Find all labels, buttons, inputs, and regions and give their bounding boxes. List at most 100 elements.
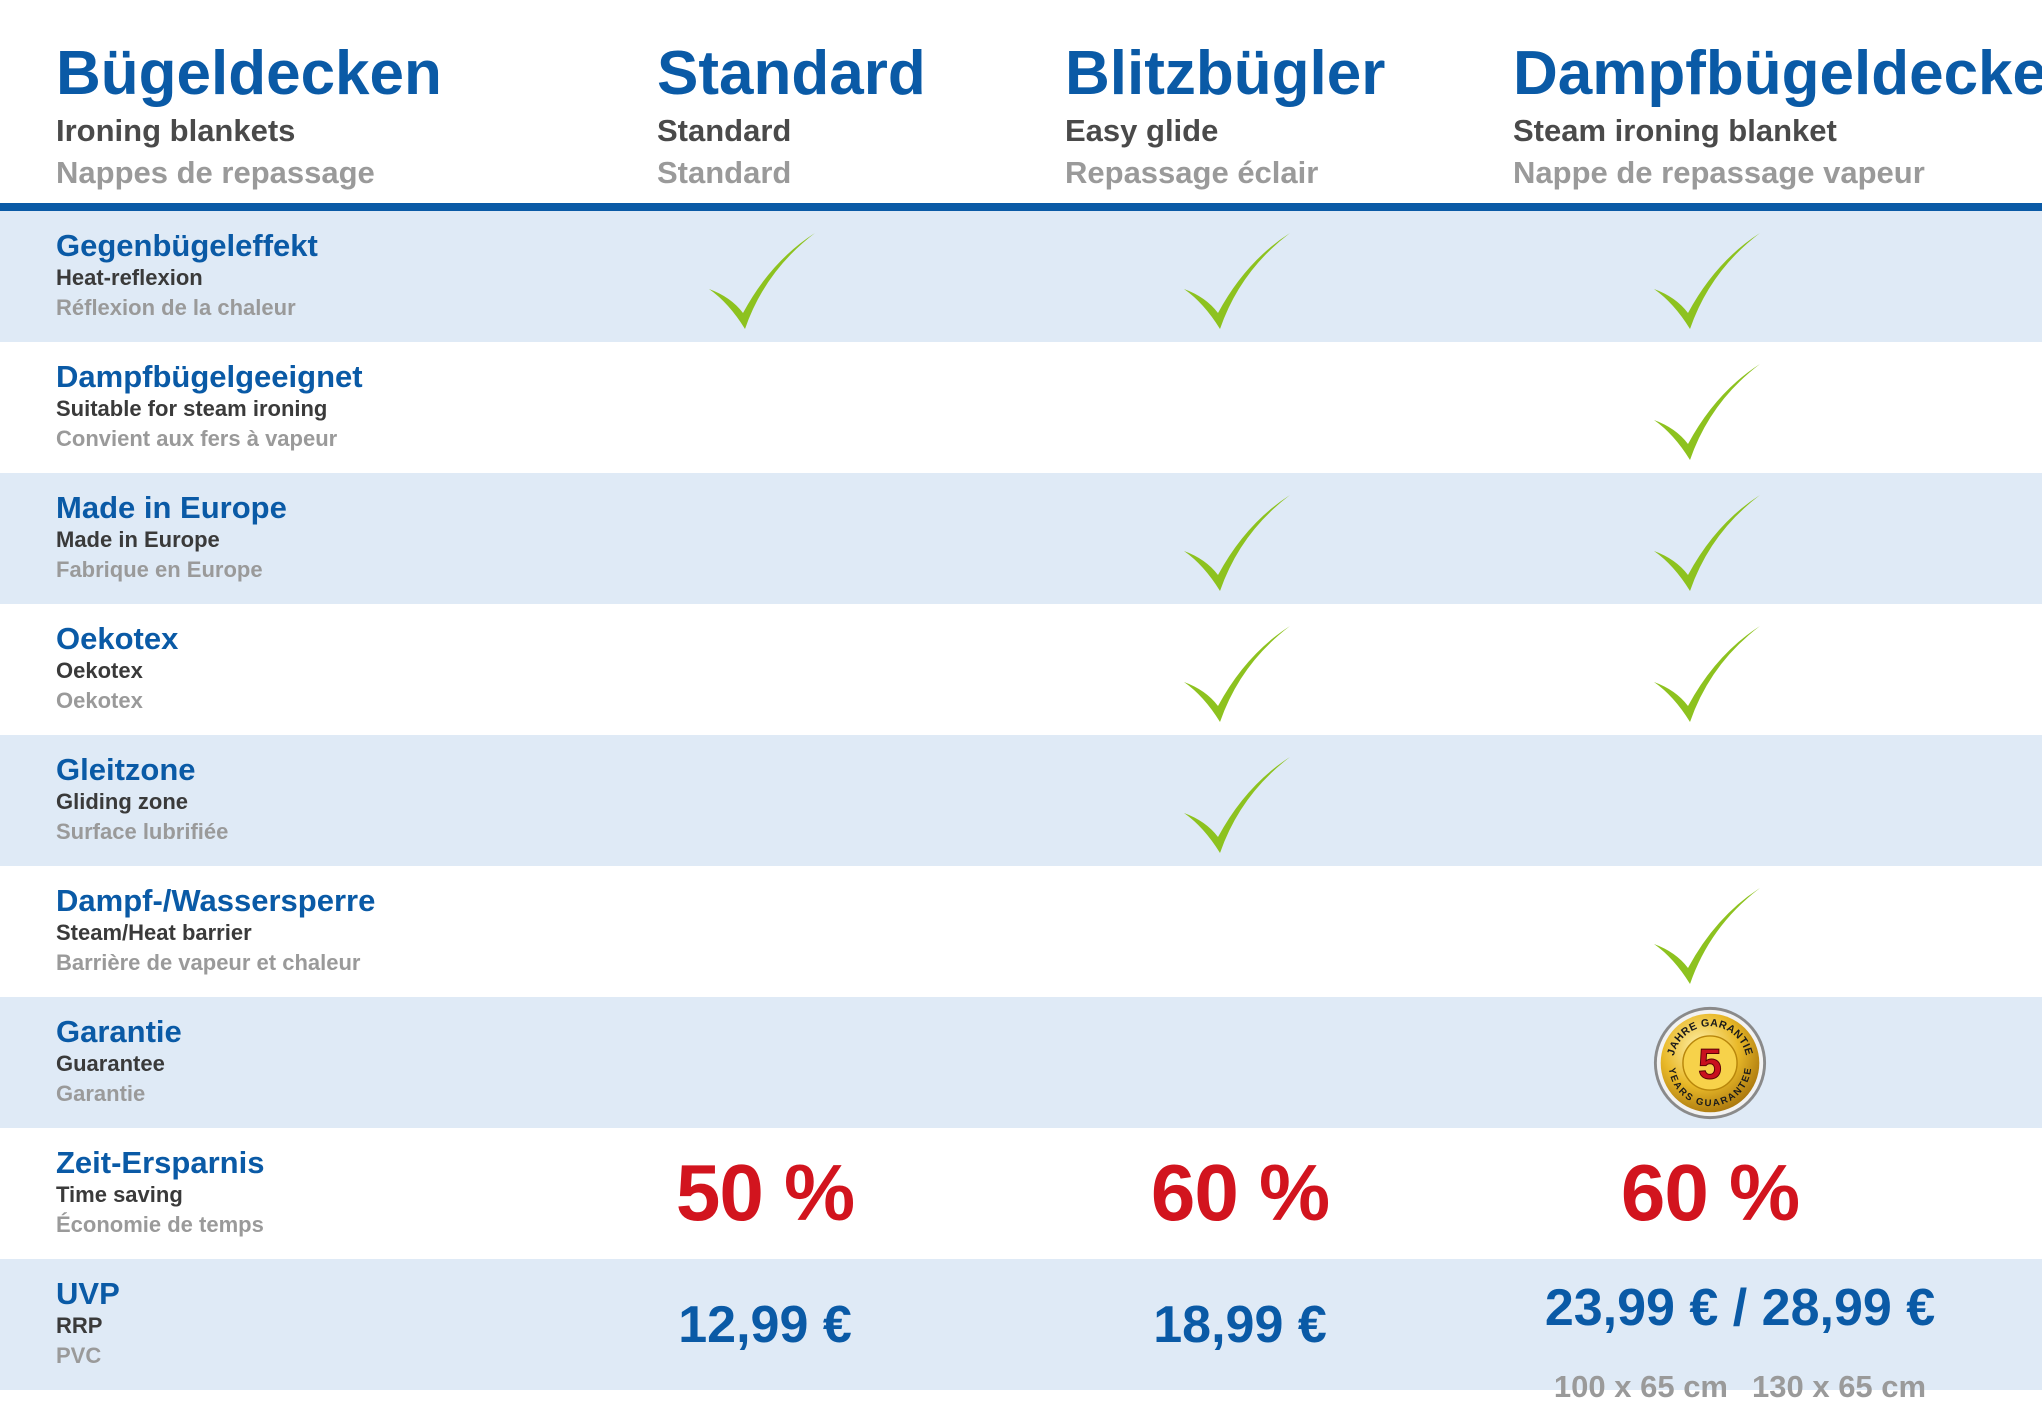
row-label-de: Dampfbügelgeeignet: [56, 359, 363, 394]
cell-dampfbuegeldecke: 23,99 € / 28,99 € 100 x 65 cm 130 x 65 cm: [1545, 1259, 1935, 1404]
cell-standard: [615, 473, 915, 604]
cell-dampfbuegeldecke: 60 %: [1560, 1128, 1860, 1259]
category-title-fr: Nappes de repassage: [56, 155, 375, 190]
price-value: 18,99 €: [1153, 1296, 1327, 1354]
cell-blitzbuegler: 18,99 €: [1090, 1259, 1390, 1390]
row-label-en: Oekotex: [56, 658, 143, 683]
check-icon: [1654, 495, 1760, 591]
product-name-de: Blitzbügler: [1065, 39, 1386, 108]
row-label-fr: PVC: [56, 1343, 102, 1368]
row-label-en: Guarantee: [56, 1051, 165, 1076]
row-label-en: Made in Europe: [56, 527, 220, 552]
cell-blitzbuegler: [1090, 604, 1390, 735]
row-label-fr: Oekotex: [56, 688, 143, 713]
cell-blitzbuegler: [1090, 473, 1390, 604]
cell-standard: [615, 211, 915, 342]
cell-dampfbuegeldecke: [1560, 604, 1860, 735]
row-price: UVP RRP PVC 12,99 € 18,99 € 23,99 € / 28…: [0, 1259, 2042, 1404]
check-icon: [1184, 233, 1290, 329]
product-name-fr: Standard: [657, 155, 792, 190]
cell-blitzbuegler: [1090, 735, 1390, 866]
cell-dampfbuegeldecke: JAHRE GARANTIE YEARS GUARANTEE 5: [1560, 997, 1860, 1128]
product-name-en: Standard: [657, 113, 792, 148]
row-time-saving: Zeit-Ersparnis Time saving Économie de t…: [0, 1128, 2042, 1259]
row-label-fr: Barrière de vapeur et chaleur: [56, 950, 361, 975]
header-product-dampfbuegeldecke: Dampfbügeldecke Steam ironing blanket Na…: [1513, 38, 2042, 194]
row-label-fr: Réflexion de la chaleur: [56, 295, 296, 320]
time-saving-value: 60 %: [1620, 1148, 1800, 1237]
header-product-standard: Standard Standard Standard: [657, 38, 926, 194]
row-label-fr: Fabrique en Europe: [56, 557, 263, 582]
row-label: Gleitzone Gliding zone Surface lubrifiée: [56, 753, 228, 847]
row-label: Gegenbügeleffekt Heat-reflexion Réflexio…: [56, 229, 318, 323]
cell-blitzbuegler: [1090, 211, 1390, 342]
row-label-fr: Convient aux fers à vapeur: [56, 426, 338, 451]
product-name-en: Steam ironing blanket: [1513, 113, 1837, 148]
row-label-de: Dampf-/Wassersperre: [56, 883, 376, 918]
header-category: Bügeldecken Ironing blankets Nappes de r…: [56, 38, 442, 194]
cell-dampfbuegeldecke: [1560, 211, 1860, 342]
time-saving-value: 50 %: [675, 1148, 855, 1237]
check-icon: [1184, 757, 1290, 853]
row-label-de: Made in Europe: [56, 490, 287, 525]
check-icon: [709, 233, 815, 329]
check-icon: [1184, 495, 1290, 591]
check-icon: [1654, 233, 1760, 329]
row-label-en: Steam/Heat barrier: [56, 920, 252, 945]
table-header: Bügeldecken Ironing blankets Nappes de r…: [0, 0, 2042, 204]
cell-dampfbuegeldecke: [1560, 342, 1860, 473]
cell-standard: [615, 604, 915, 735]
header-divider: [0, 203, 2042, 211]
price-value: 12,99 €: [678, 1296, 852, 1354]
check-icon: [1184, 626, 1290, 722]
row-label-en: RRP: [56, 1313, 103, 1338]
price-value: 23,99 € / 28,99 €: [1544, 1279, 1936, 1337]
row-gliding-zone: Gleitzone Gliding zone Surface lubrifiée: [0, 735, 2042, 866]
row-made-in-europe: Made in Europe Made in Europe Fabrique e…: [0, 473, 2042, 604]
product-name-de: Dampfbügeldecke: [1513, 39, 2042, 108]
cell-standard: [615, 866, 915, 997]
row-steam-barrier: Dampf-/Wassersperre Steam/Heat barrier B…: [0, 866, 2042, 997]
time-saving-value: 60 %: [1150, 1148, 1330, 1237]
category-title-de: Bügeldecken: [56, 39, 442, 108]
cell-standard: [615, 735, 915, 866]
row-label-en: Heat-reflexion: [56, 265, 203, 290]
product-name-de: Standard: [657, 39, 926, 108]
row-label-fr: Économie de temps: [56, 1212, 264, 1237]
row-label-en: Suitable for steam ironing: [56, 396, 328, 421]
size-list: 100 x 65 cm 130 x 65 cm: [1530, 1351, 1950, 1409]
row-label-de: UVP: [56, 1276, 120, 1311]
row-label: Made in Europe Made in Europe Fabrique e…: [56, 491, 287, 585]
row-guarantee: Garantie Guarantee Garantie: [0, 997, 2042, 1128]
check-icon: [1654, 888, 1760, 984]
seal-number: 5: [1698, 1040, 1722, 1088]
row-label: UVP RRP PVC: [56, 1277, 120, 1371]
check-icon: [1654, 364, 1760, 460]
row-label: Dampf-/Wassersperre Steam/Heat barrier B…: [56, 884, 375, 978]
row-label-de: Oekotex: [56, 621, 179, 656]
row-label-de: Gegenbügeleffekt: [56, 228, 318, 263]
product-name-en: Easy glide: [1065, 113, 1219, 148]
category-title-en: Ironing blankets: [56, 113, 296, 148]
check-icon: [1654, 626, 1760, 722]
row-oekotex: Oekotex Oekotex Oekotex: [0, 604, 2042, 735]
header-product-blitzbuegler: Blitzbügler Easy glide Repassage éclair: [1065, 38, 1385, 194]
row-label: Dampfbügelgeeignet Suitable for steam ir…: [56, 360, 363, 454]
guarantee-seal-icon: JAHRE GARANTIE YEARS GUARANTEE 5: [1653, 1006, 1767, 1120]
row-heat-reflexion: Gegenbügeleffekt Heat-reflexion Réflexio…: [0, 211, 2042, 342]
cell-blitzbuegler: 60 %: [1090, 1128, 1390, 1259]
cell-dampfbuegeldecke: [1560, 735, 1860, 866]
cell-standard: [615, 342, 915, 473]
row-label: Garantie Guarantee Garantie: [56, 1015, 182, 1109]
row-label-en: Gliding zone: [56, 789, 188, 814]
size-small: 100 x 65 cm: [1553, 1369, 1728, 1404]
product-name-fr: Nappe de repassage vapeur: [1513, 155, 1925, 190]
row-label-de: Garantie: [56, 1014, 182, 1049]
cell-blitzbuegler: [1090, 342, 1390, 473]
row-label-de: Gleitzone: [56, 752, 196, 787]
cell-standard: 50 %: [615, 1128, 915, 1259]
cell-blitzbuegler: [1090, 866, 1390, 997]
feature-rows: Gegenbügeleffekt Heat-reflexion Réflexio…: [0, 211, 2042, 1404]
row-label-fr: Garantie: [56, 1081, 146, 1106]
